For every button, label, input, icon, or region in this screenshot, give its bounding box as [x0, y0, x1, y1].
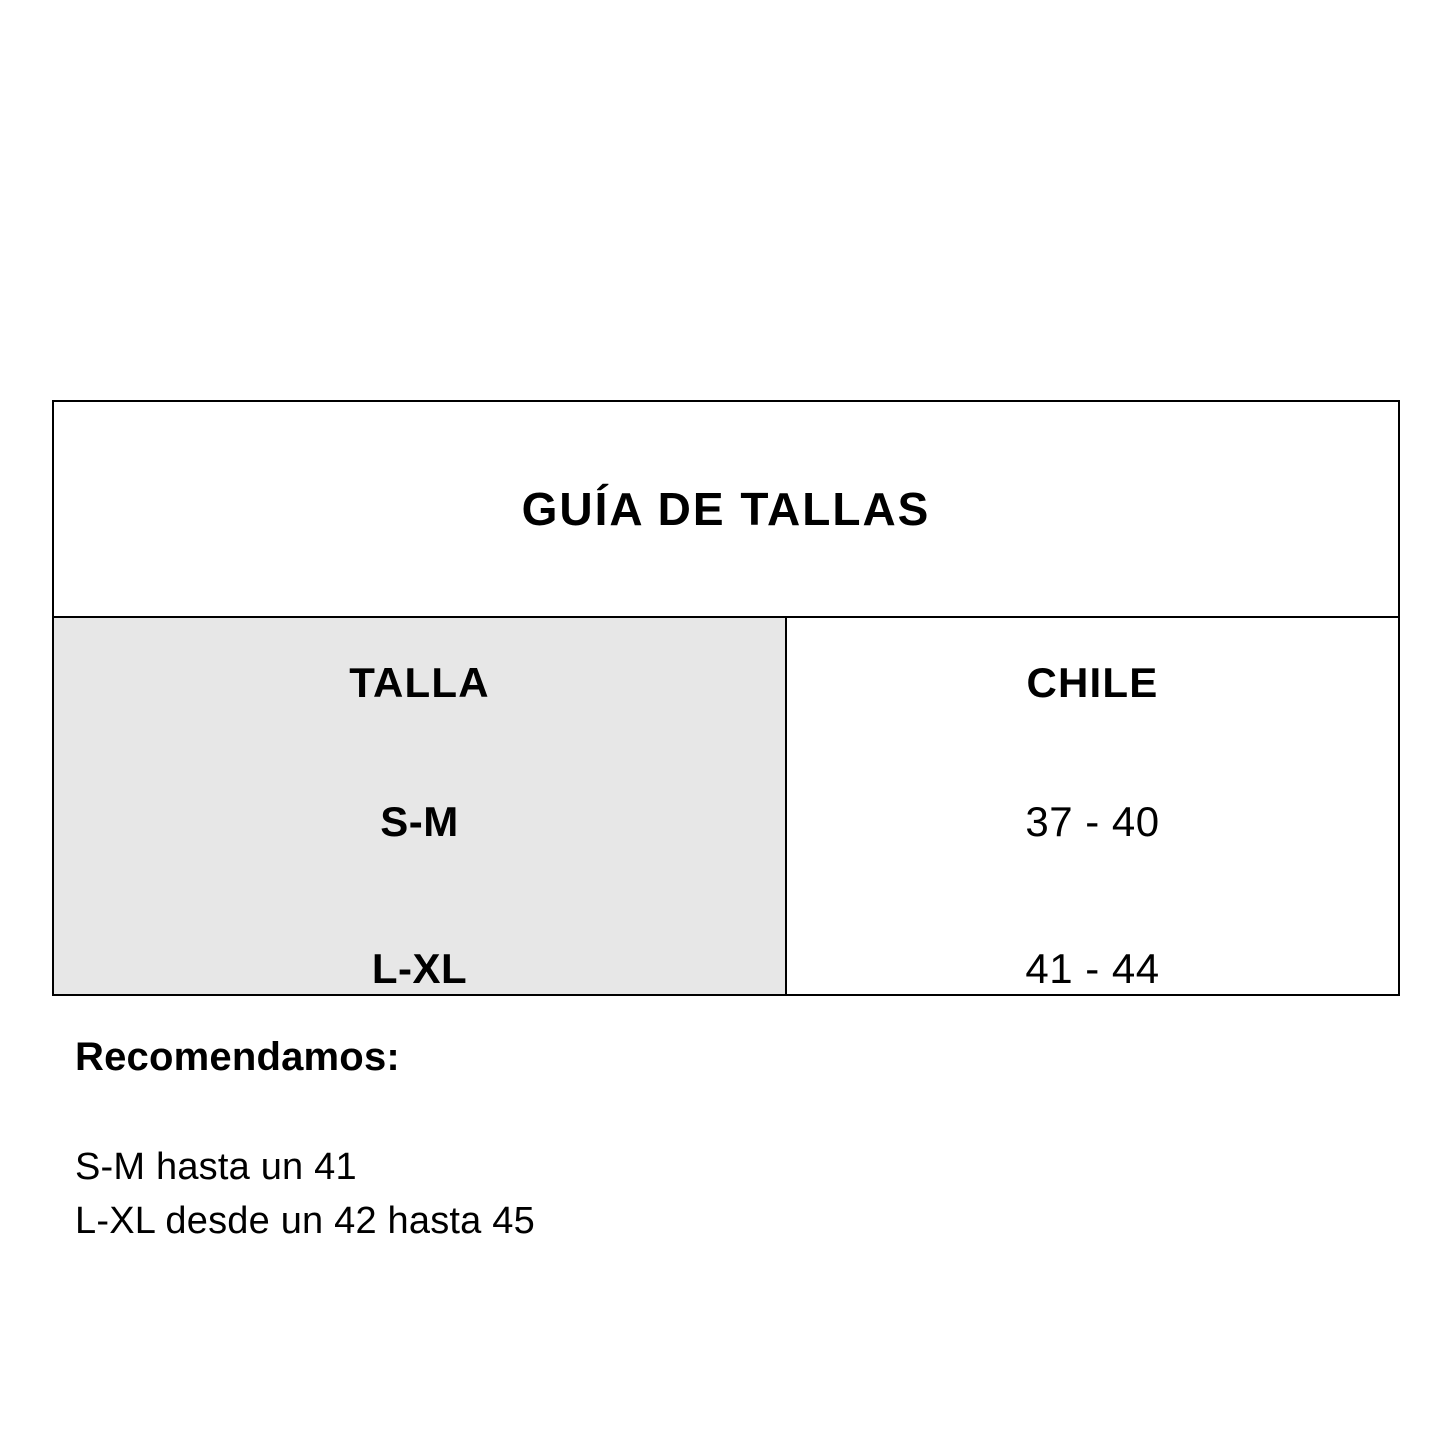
row-spacer-talla [54, 896, 785, 948]
recommendation-block: Recomendamos: S-M hasta un 41 L-XL desde… [75, 1035, 1075, 1249]
table-title-row: GUÍA DE TALLAS [54, 402, 1398, 618]
recommendation-line-2: L-XL desde un 42 hasta 45 [75, 1199, 535, 1242]
size-guide-table: GUÍA DE TALLAS TALLA S-M L-XL CHILE 37 -… [52, 400, 1400, 996]
column-talla: TALLA S-M L-XL [54, 618, 787, 994]
table-body: TALLA S-M L-XL CHILE 37 - 40 41 - 44 [54, 618, 1398, 994]
table-title: GUÍA DE TALLAS [521, 483, 931, 535]
row-spacer-chile [787, 896, 1398, 948]
table-cell-talla-row-1: S-M [380, 797, 459, 845]
table-cell-talla-row-2: L-XL [371, 945, 468, 992]
table-cell-chile-row-2: 41 - 44 [1025, 945, 1160, 992]
recommendation-heading: Recomendamos: [75, 1035, 400, 1079]
recommendation-line-1: S-M hasta un 41 [75, 1146, 357, 1188]
column-chile: CHILE 37 - 40 41 - 44 [787, 618, 1398, 994]
column-header-talla: TALLA [349, 658, 490, 706]
table-cell-chile-row-1: 37 - 40 [1025, 797, 1160, 845]
column-header-chile: CHILE [1026, 658, 1159, 706]
